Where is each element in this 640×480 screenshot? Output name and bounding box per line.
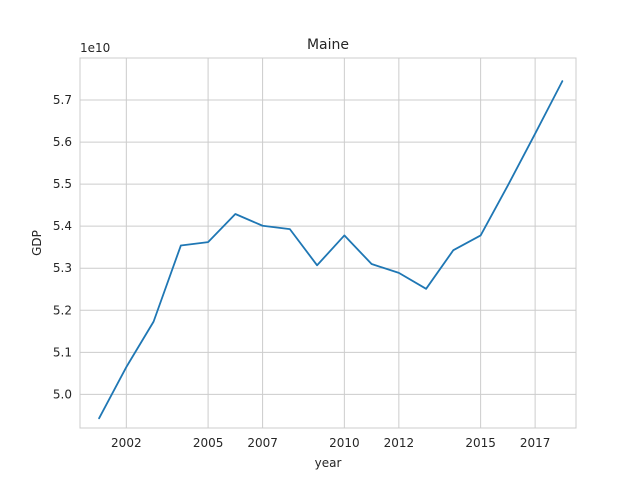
y-tick-label: 5.4 bbox=[53, 219, 72, 233]
x-tick-label: 2010 bbox=[329, 436, 360, 450]
y-tick-labels: 5.0 5.1 5.2 5.3 5.4 5.5 5.6 5.7 bbox=[53, 93, 72, 401]
y-tick-label: 5.7 bbox=[53, 93, 72, 107]
y-axis-label: GDP bbox=[30, 230, 44, 256]
chart-title: Maine bbox=[307, 37, 349, 53]
y-tick-label: 5.3 bbox=[53, 261, 72, 275]
x-tick-label: 2005 bbox=[193, 436, 224, 450]
x-gridlines bbox=[125, 58, 536, 428]
y-tick-label: 5.0 bbox=[53, 387, 72, 401]
y-axis-offset-label: 1e10 bbox=[80, 41, 110, 55]
y-gridlines bbox=[80, 99, 576, 395]
y-tick-label: 5.6 bbox=[53, 135, 72, 149]
y-tick-label: 5.5 bbox=[53, 177, 72, 191]
gdp-series-line bbox=[98, 80, 564, 420]
y-tick-label: 5.1 bbox=[53, 345, 72, 359]
x-axis-label: year bbox=[315, 456, 342, 470]
x-tick-label: 2015 bbox=[465, 436, 496, 450]
x-tick-label: 2012 bbox=[384, 436, 415, 450]
x-tick-label: 2017 bbox=[520, 436, 551, 450]
x-tick-label: 2002 bbox=[111, 436, 142, 450]
plot-area-frame bbox=[79, 57, 577, 429]
x-tick-label: 2007 bbox=[247, 436, 278, 450]
x-tick-labels: 2002 2005 2007 2010 2012 2015 2017 bbox=[111, 436, 550, 450]
y-tick-label: 5.2 bbox=[53, 303, 72, 317]
series-layer bbox=[98, 80, 564, 420]
